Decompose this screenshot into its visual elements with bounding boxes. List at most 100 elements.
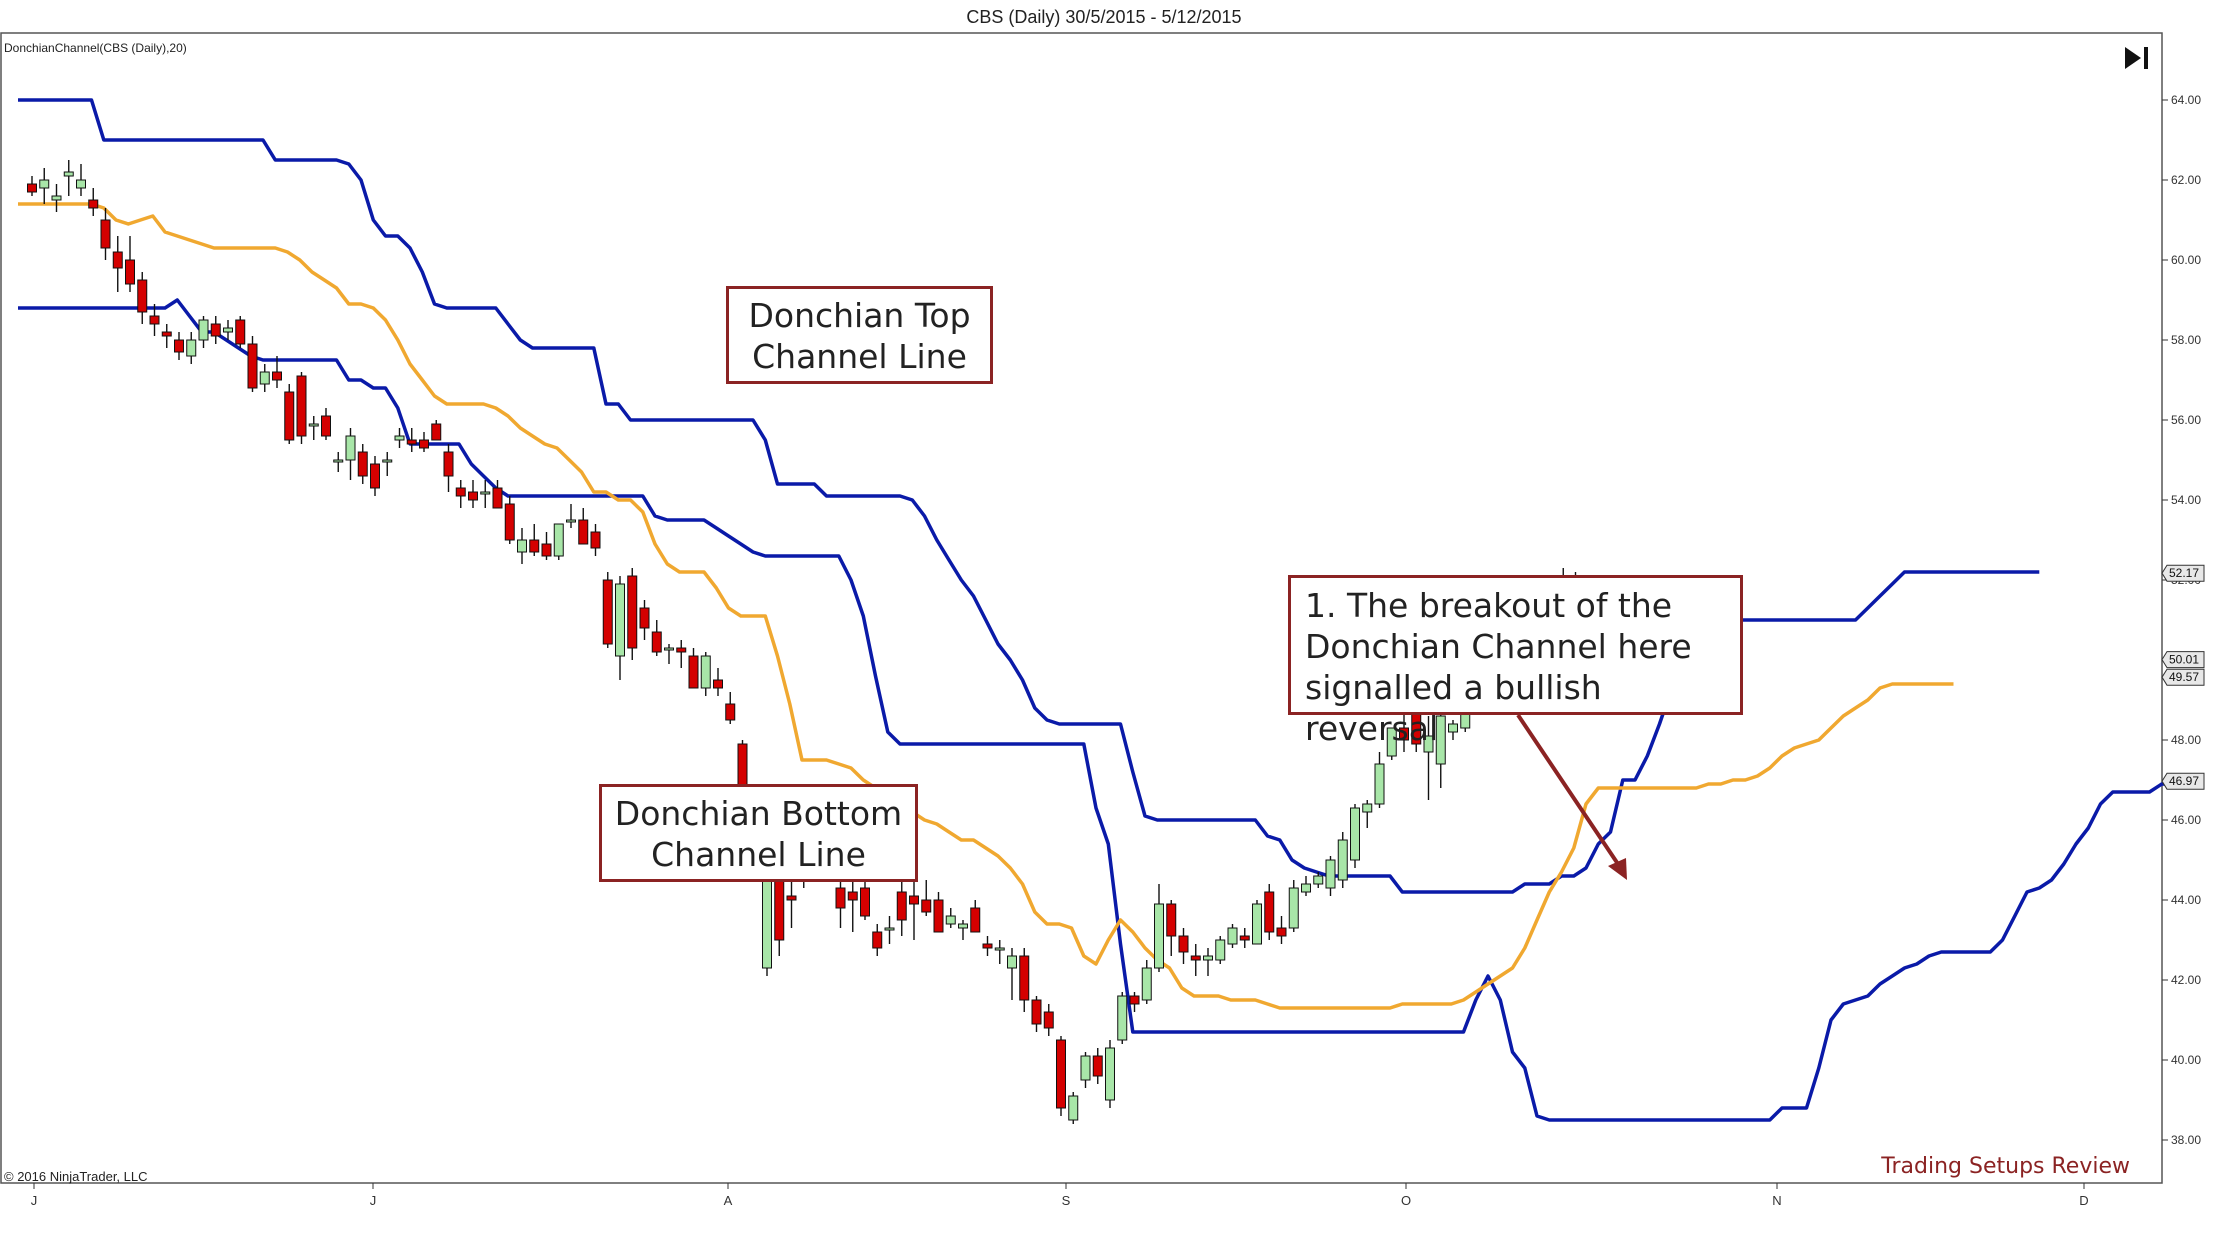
candle [112,236,123,292]
candle [860,880,870,920]
candle [1154,884,1164,972]
donchian-middle-line [18,202,1954,1010]
y-tick-label: 54.00 [2171,493,2201,507]
chart-title: CBS (Daily) 30/5/2015 - 5/12/2015 [966,7,1241,27]
svg-text:52.17: 52.17 [2169,566,2199,580]
candle [345,428,356,480]
candle [431,420,442,441]
candle [1190,944,1201,976]
y-tick-label: 48.00 [2171,733,2201,747]
candle [896,880,907,936]
candle [223,320,233,340]
candle [1252,900,1262,945]
x-tick-label: O [1401,1193,1411,1208]
candle [272,356,282,388]
candle [884,916,895,944]
price-label: 52.17 [2161,564,2205,582]
y-tick-label: 60.00 [2171,253,2201,267]
x-tick-label: N [1772,1193,1781,1208]
candle [51,184,62,212]
candle [713,668,723,696]
callout-top-channel: Donchian Top Channel Line [726,286,993,384]
candle [1105,1040,1115,1108]
candle [700,652,711,696]
candle [982,936,993,956]
candle [174,332,184,360]
candle [1386,727,1397,760]
candle [296,372,307,444]
candle [1215,936,1226,964]
callout-bottom-line1: Donchian Bottom [614,794,903,833]
y-tick-label: 56.00 [2171,413,2201,427]
candle [321,408,331,440]
candle [847,880,858,932]
callout-breakout-line3: signalled a bullish reversal [1305,668,1602,748]
candle [1141,960,1152,1004]
candle [639,600,650,640]
candle [88,188,99,216]
candle [1423,716,1434,800]
candle [100,208,111,260]
candle [1092,1048,1103,1084]
candle [1031,996,1042,1032]
skip-to-end-button[interactable] [2122,44,2152,72]
price-label: 46.97 [2161,772,2205,790]
candle [1043,1004,1054,1036]
candle [872,924,883,956]
candle [1056,1036,1066,1116]
candle [1239,928,1250,948]
candle [627,568,638,660]
candle [933,892,944,933]
candle [333,452,344,472]
candle [1203,948,1213,976]
candle [406,428,417,452]
candle [480,480,491,508]
candle [945,908,956,928]
y-tick-label: 46.00 [2171,813,2201,827]
candle [370,456,380,496]
candle [994,940,1005,964]
candle [578,508,589,545]
svg-text:49.57: 49.57 [2169,670,2199,684]
svg-text:50.01: 50.01 [2169,653,2199,667]
x-tick-label: A [724,1193,733,1208]
candle [198,316,209,348]
y-tick-label: 42.00 [2171,973,2201,987]
callout-top-line2: Channel Line [752,337,967,376]
indicator-label: DonchianChannel(CBS (Daily),20) [4,41,187,55]
x-tick-label: J [370,1193,377,1208]
candle [958,920,968,940]
candle [1301,876,1311,896]
candle [382,452,393,476]
candle [1166,900,1177,956]
candle [1068,1092,1079,1124]
candle [1129,992,1140,1012]
candle [235,316,246,348]
y-tick-label: 38.00 [2171,1133,2201,1147]
price-label: 50.01 [2161,651,2205,669]
candle [1325,856,1336,896]
callout-bottom-line2: Channel Line [651,835,866,874]
candle [27,176,37,196]
candle [186,332,197,364]
candle [284,384,295,444]
candle [602,572,613,648]
candle [970,900,981,933]
y-tick-label: 64.00 [2171,93,2201,107]
candle [566,504,576,528]
candle [394,428,405,448]
candle [1288,880,1299,932]
x-tick-label: J [31,1193,38,1208]
candle [1117,992,1128,1044]
x-tick-label: S [1062,1193,1071,1208]
y-tick-label: 40.00 [2171,1053,2201,1067]
callout-arrow [1516,713,1627,880]
candle [161,324,172,348]
candle [541,532,552,560]
candle [676,640,687,668]
candle [651,620,662,656]
candle [455,480,466,508]
candle [1264,884,1275,940]
skip-to-end-icon [2125,47,2148,69]
